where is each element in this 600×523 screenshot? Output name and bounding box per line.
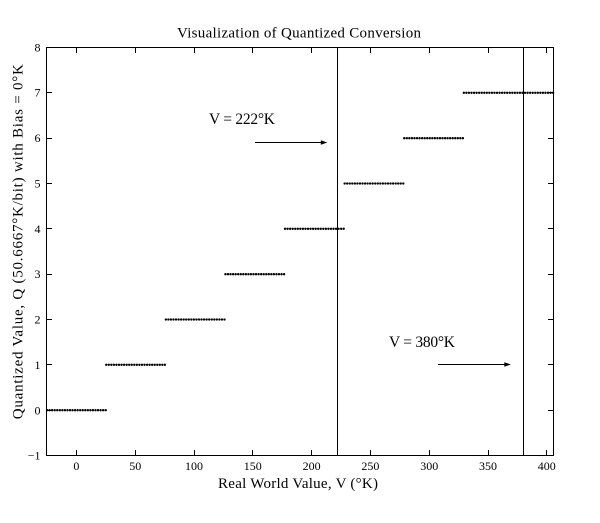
svg-text:2: 2: [35, 313, 41, 327]
svg-text:0: 0: [35, 403, 41, 417]
svg-text:150: 150: [244, 459, 262, 473]
svg-text:Real World Value, V (°K): Real World Value, V (°K): [218, 476, 378, 492]
svg-text:0: 0: [73, 459, 79, 473]
svg-text:3: 3: [35, 267, 41, 281]
svg-text:50: 50: [129, 459, 141, 473]
svg-text:250: 250: [361, 459, 379, 473]
svg-text:V = 222°K: V = 222°K: [209, 111, 276, 128]
svg-text:4: 4: [35, 222, 41, 236]
svg-text:400: 400: [538, 459, 556, 473]
svg-text:6: 6: [35, 131, 41, 145]
svg-text:350: 350: [479, 459, 497, 473]
svg-text:200: 200: [303, 459, 321, 473]
svg-text:−1: −1: [28, 449, 41, 463]
svg-text:5: 5: [35, 176, 41, 190]
svg-text:7: 7: [35, 86, 41, 100]
svg-text:V = 380°K: V = 380°K: [389, 334, 456, 351]
svg-text:Visualization of Quantized Con: Visualization of Quantized Conversion: [177, 26, 422, 42]
svg-text:Quantized Value, Q (50.6667°K/: Quantized Value, Q (50.6667°K/bit) with …: [11, 64, 27, 419]
svg-text:1: 1: [35, 358, 41, 372]
svg-text:8: 8: [35, 40, 41, 54]
svg-text:300: 300: [420, 459, 438, 473]
svg-text:100: 100: [185, 459, 203, 473]
